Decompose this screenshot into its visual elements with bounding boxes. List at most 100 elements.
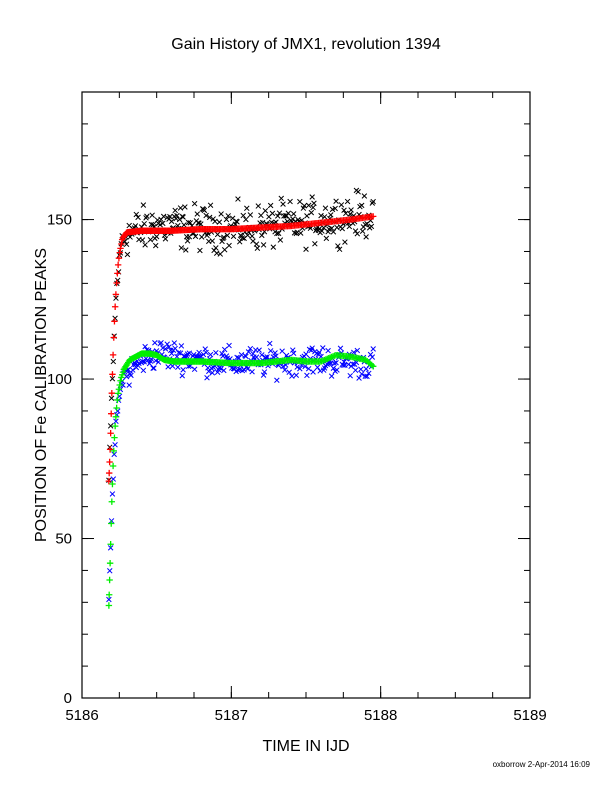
lower_measured-point (302, 363, 308, 370)
lower_measured-point (293, 372, 300, 378)
lower_fit-point (114, 390, 122, 397)
lower_measured-point (261, 369, 268, 375)
lower_fit-point (109, 462, 117, 470)
upper_measured-point (305, 202, 312, 209)
lower_measured-point (221, 346, 228, 353)
upper_measured-point (260, 242, 267, 248)
lower_measured-point (179, 372, 186, 379)
lower_measured-point (247, 345, 254, 352)
lower_measured-point (290, 350, 297, 356)
upper_measured-point (127, 234, 133, 240)
upper_measured-point (206, 214, 213, 221)
lower_measured-point (282, 367, 288, 373)
lower_measured-point (150, 365, 156, 371)
upper_measured-point (259, 232, 265, 239)
upper_measured-point (285, 210, 292, 217)
lower_measured-point (152, 357, 159, 364)
upper_measured-point (133, 211, 140, 218)
upper_measured-point (355, 189, 361, 195)
upper_measured-point (336, 246, 343, 253)
upper_measured-point (278, 195, 285, 202)
upper_measured-point (239, 235, 246, 241)
lower_measured-point (148, 356, 155, 362)
upper_fit-point (108, 410, 115, 417)
lower_measured-point (166, 344, 172, 350)
lower_measured-point (139, 358, 146, 365)
upper_measured-point (308, 209, 315, 216)
upper_measured-point (280, 201, 286, 207)
upper_measured-point (234, 219, 240, 225)
lower_measured-point (207, 351, 214, 358)
upper_measured-point (348, 207, 354, 213)
upper_measured-point (230, 233, 237, 240)
lower_measured-point (126, 382, 132, 388)
lower_measured-point (128, 372, 134, 379)
upper_measured-point (192, 233, 199, 240)
lower_measured-point (107, 568, 113, 574)
upper_measured-point (177, 205, 184, 211)
upper_measured-point (110, 358, 117, 365)
lower_measured-point (267, 348, 274, 354)
lower_measured-point (366, 370, 372, 377)
lower_measured-point (320, 345, 326, 351)
upper_measured-point (108, 395, 115, 402)
upper_measured-point (318, 212, 324, 219)
upper_measured-point (361, 193, 368, 199)
upper_fit-point (114, 261, 122, 269)
lower_measured-point (337, 345, 344, 352)
upper_measured-point (253, 241, 260, 247)
lower_measured-point (218, 365, 224, 372)
lower_fit-point (114, 396, 121, 404)
upper_measured-point (107, 423, 114, 429)
upper_measured-point (287, 198, 293, 205)
lower_measured-point (297, 365, 303, 372)
lower_measured-point (162, 346, 169, 352)
upper_measured-point (352, 228, 359, 234)
upper_measured-point (152, 242, 159, 249)
upper_measured-point (167, 213, 173, 220)
upper_fit-point (114, 270, 121, 277)
upper_measured-point (226, 242, 232, 249)
lower_measured-point (243, 353, 249, 360)
upper_measured-point (243, 216, 249, 223)
lower_measured-point (111, 451, 117, 458)
upper_measured-point (236, 239, 243, 245)
lower_fit-point (115, 386, 123, 393)
upper_measured-point (235, 196, 241, 202)
upper_measured-point (194, 211, 201, 217)
lower_measured-point (333, 360, 339, 366)
lower_measured-point (196, 349, 202, 356)
upper_measured-point (254, 245, 261, 251)
lower_measured-point (253, 354, 260, 360)
lower_fit-point (111, 434, 118, 441)
lower_fit-point (106, 559, 114, 567)
upper_measured-point (368, 223, 375, 230)
data-marks (105, 187, 377, 609)
lower_fit-point (370, 363, 377, 370)
upper_measured-point (283, 213, 290, 219)
upper_measured-point (330, 229, 337, 235)
upper_measured-point (332, 205, 338, 212)
lower_measured-point (249, 369, 255, 375)
lower_measured-point (334, 367, 340, 373)
upper_measured-point (197, 247, 203, 254)
lower_measured-point (290, 347, 296, 353)
lower_measured-point (164, 341, 170, 347)
lower_measured-point (303, 351, 309, 357)
upper_fit-point (106, 446, 114, 453)
lower_measured-point (354, 347, 361, 354)
lower_fit-point (111, 422, 119, 430)
lower_measured-point (259, 352, 265, 358)
lower_measured-point (364, 373, 370, 380)
lower_measured-point (294, 364, 300, 370)
upper_measured-point (221, 247, 228, 253)
upper_measured-point (198, 221, 204, 227)
upper_measured-point (113, 295, 119, 301)
upper_measured-point (224, 232, 231, 239)
upper_measured-point (162, 236, 169, 242)
lower_measured-point (158, 339, 164, 346)
upper_measured-point (267, 202, 274, 209)
lower_measured-point (234, 354, 240, 361)
upper_measured-point (322, 205, 329, 211)
upper_measured-point (209, 238, 216, 244)
